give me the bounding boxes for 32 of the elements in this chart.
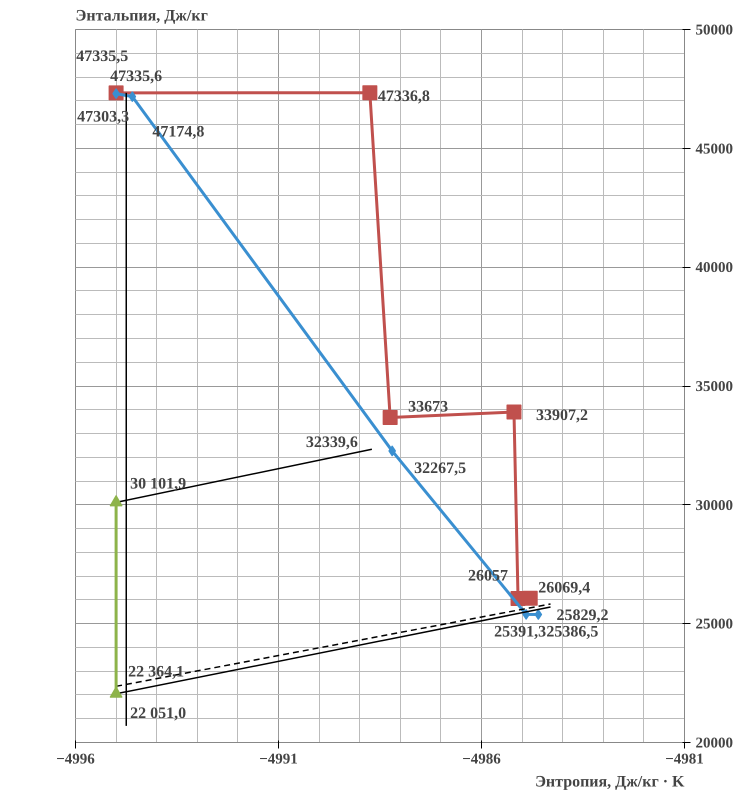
point	[522, 590, 538, 606]
data-label: 33673	[408, 398, 448, 416]
point	[388, 445, 396, 456]
data-label: 32339,6	[306, 434, 358, 452]
y-tick-label: 30000	[696, 498, 733, 514]
y-tick-label: 25000	[696, 616, 733, 633]
y-tick-label: 40000	[696, 260, 733, 276]
data-label: 47336,8	[378, 88, 430, 105]
x-tick-label: −4981	[665, 752, 704, 768]
data-label: 25829,2	[556, 606, 609, 624]
x-tick-label: −4991	[259, 752, 298, 768]
data-label: 22 051,0	[130, 704, 186, 722]
point	[382, 410, 398, 426]
data-label: 33907,2	[536, 406, 588, 424]
data-label: 22 364,1	[128, 663, 184, 680]
data-label: 25391,3	[494, 623, 546, 640]
data-label: 25386,5	[546, 623, 598, 640]
y-tick-label: 50000	[696, 22, 733, 38]
data-label: 47335,5	[76, 48, 128, 65]
data-label: 32267,5	[414, 460, 466, 477]
x-tick-label: −4996	[56, 752, 96, 768]
y-axis-title: Энтальпия, Дж/кг	[76, 8, 208, 24]
data-label: 26069,4	[538, 579, 590, 596]
point	[506, 404, 522, 420]
data-label: 47335,6	[110, 68, 162, 85]
x-axis-title: Энтропия, Дж/кг · K	[535, 774, 686, 790]
point	[362, 85, 378, 100]
data-label: 30 101,9	[130, 475, 186, 492]
y-tick-label: 45000	[696, 141, 733, 158]
y-tick-label: 35000	[696, 379, 733, 395]
x-tick-label: −4986	[462, 752, 502, 768]
y-tick-label: 20000	[696, 736, 733, 752]
